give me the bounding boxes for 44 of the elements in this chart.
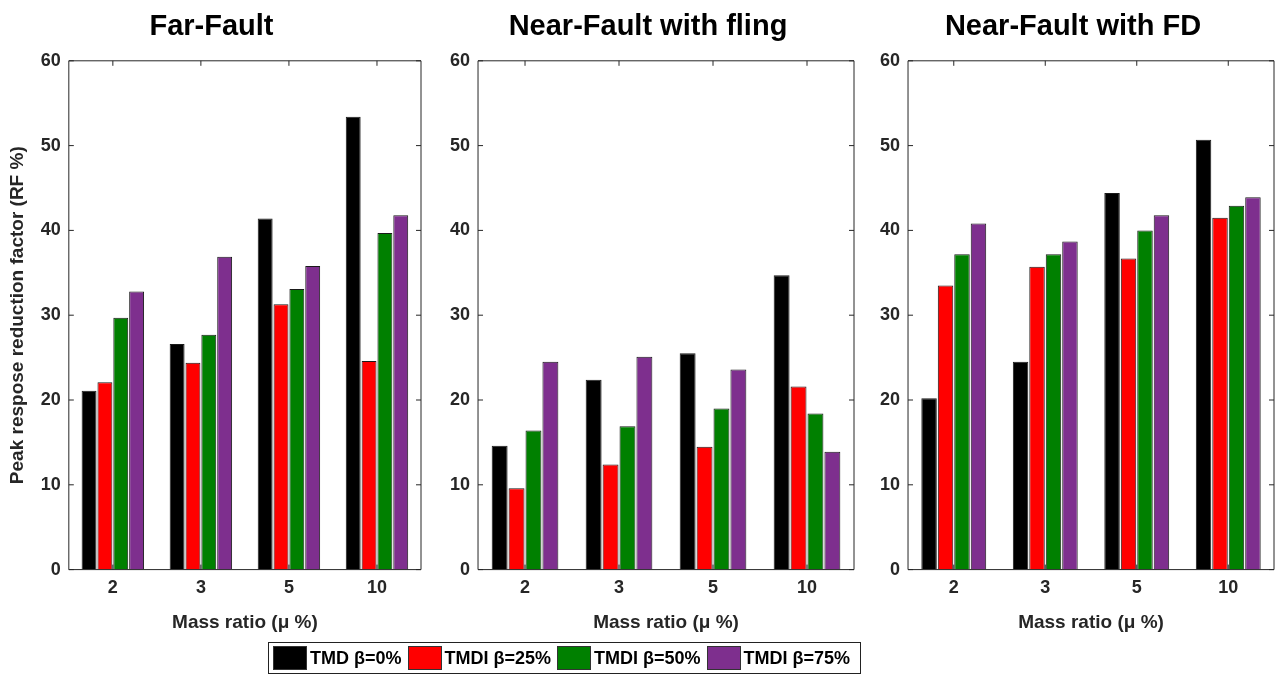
y-axis-title: Peak respose reduction factor (RF %)	[5, 146, 27, 485]
legend-label: TMD β=0%	[310, 647, 402, 669]
y-tick-label: 60	[449, 49, 471, 70]
y-tick-label: 30	[449, 304, 471, 325]
x-tick-label: 10	[796, 577, 818, 598]
x-tick-label: 3	[614, 577, 625, 598]
legend-label: TMDI β=50%	[594, 647, 701, 669]
chart-title: Far-Fault	[149, 9, 274, 42]
y-tick-label: 0	[50, 558, 61, 579]
legend-label: TMDI β=75%	[743, 647, 851, 669]
y-tick-label: 50	[879, 134, 901, 155]
y-tick-label: 10	[40, 473, 61, 494]
y-tick-label: 30	[879, 304, 901, 325]
y-tick-label: 40	[40, 219, 61, 240]
y-tick-label: 50	[40, 134, 61, 155]
x-tick-label: 5	[283, 577, 294, 598]
chart-title: Near-Fault with fling	[508, 9, 788, 42]
x-tick-label: 3	[195, 577, 206, 598]
x-tick-label: 2	[520, 577, 531, 598]
y-tick-label: 10	[449, 473, 471, 494]
x-axis-title: Mass ratio (μ %)	[172, 610, 318, 632]
y-tick-label: 20	[40, 388, 61, 409]
y-tick-label: 40	[879, 219, 901, 240]
x-tick-label: 2	[948, 577, 959, 598]
y-tick-label: 10	[879, 473, 901, 494]
legend-label: TMDI β=25%	[444, 647, 552, 669]
x-tick-label: 5	[708, 577, 719, 598]
y-tick-label: 20	[879, 388, 901, 409]
chart-title: Near-Fault with FD	[944, 9, 1202, 42]
x-tick-label: 3	[1040, 577, 1051, 598]
y-tick-label: 60	[879, 49, 901, 70]
y-tick-label: 50	[449, 134, 471, 155]
y-tick-label: 40	[449, 219, 471, 240]
y-tick-label: 60	[40, 49, 61, 70]
y-tick-label: 0	[460, 558, 471, 579]
x-tick-label: 10	[1218, 577, 1239, 598]
y-tick-label: 30	[40, 304, 61, 325]
y-tick-label: 20	[449, 388, 471, 409]
x-tick-label: 10	[366, 577, 387, 598]
x-axis-title: Mass ratio (μ %)	[593, 610, 739, 632]
x-tick-label: 2	[107, 577, 118, 598]
x-tick-label: 5	[1131, 577, 1142, 598]
y-tick-label: 0	[890, 558, 901, 579]
x-axis-title: Mass ratio (μ %)	[1018, 610, 1164, 632]
